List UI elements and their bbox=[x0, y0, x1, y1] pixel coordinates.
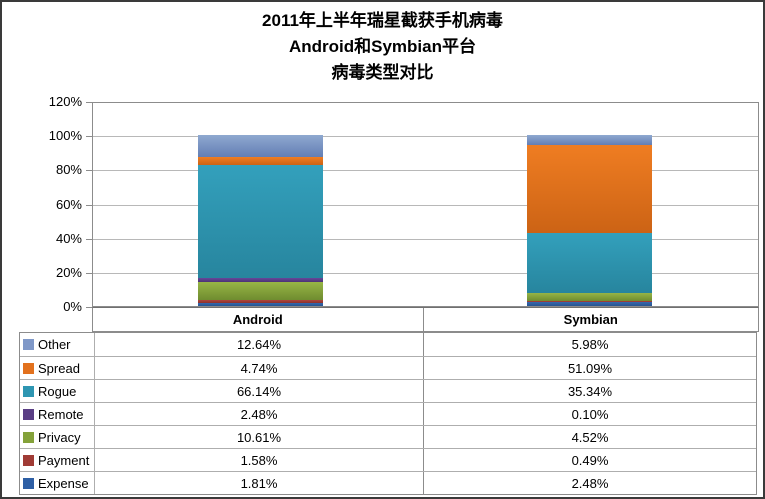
bar-android-segment-rogue bbox=[198, 164, 323, 278]
legend-swatch-payment bbox=[23, 454, 34, 466]
value-cell-android-rogue: 66.14% bbox=[95, 380, 424, 402]
legend-label: Payment bbox=[38, 452, 90, 468]
bar-android-segment-privacy bbox=[198, 282, 323, 301]
legend-swatch-spread bbox=[23, 362, 34, 374]
y-axis-tick bbox=[86, 204, 92, 206]
bar-symbian bbox=[527, 135, 652, 306]
value-cell-symbian-remote: 0.10% bbox=[571, 406, 609, 422]
legend-cell-privacy: Privacy bbox=[20, 426, 95, 448]
value-cell-android-privacy: 10.61% bbox=[95, 426, 424, 448]
bar-android-segment-other bbox=[198, 135, 323, 157]
gridline bbox=[93, 170, 758, 171]
category-axis: Android Symbian bbox=[92, 307, 759, 332]
value-cell-symbian-privacy: 4.52% bbox=[571, 429, 609, 445]
value-cell-android-expense: 1.81% bbox=[95, 472, 424, 494]
value-cell-symbian-rogue: 35.34% bbox=[567, 383, 613, 399]
bar-symbian-segment-other bbox=[527, 135, 652, 146]
legend-swatch-expense bbox=[23, 477, 34, 489]
bar-android-segment-spread bbox=[198, 156, 323, 165]
bar-symbian-segment-privacy bbox=[527, 293, 652, 301]
y-axis-tick bbox=[86, 272, 92, 274]
value-cell-symbian-expense: 2.48% bbox=[571, 475, 609, 491]
table-row: Rogue 66.14% 35.34% bbox=[20, 379, 756, 402]
legend-swatch-other bbox=[23, 339, 34, 350]
bar-android-segment-payment bbox=[198, 300, 323, 303]
y-axis-tick bbox=[86, 170, 92, 172]
y-axis-label: 60% bbox=[55, 196, 82, 212]
gridline bbox=[93, 273, 758, 274]
legend-label: Remote bbox=[38, 406, 84, 422]
table-row: Other 12.64% 5.98% bbox=[20, 333, 756, 356]
y-axis-tick bbox=[86, 307, 92, 308]
y-axis-tick bbox=[86, 102, 92, 103]
gridline bbox=[93, 239, 758, 240]
y-axis-label: 100% bbox=[48, 128, 82, 144]
bar-symbian-segment-rogue bbox=[527, 232, 652, 293]
bar-symbian-segment-payment bbox=[527, 300, 652, 302]
legend-cell-rogue: Rogue bbox=[20, 380, 95, 402]
gridline bbox=[93, 205, 758, 206]
category-label-symbian: Symbian bbox=[422, 308, 759, 331]
chart-title-line3: 病毒类型对比 bbox=[331, 63, 434, 82]
table-row: Payment 1.58% 0.49% bbox=[20, 448, 756, 471]
gridline bbox=[93, 136, 758, 137]
legend-label: Spread bbox=[38, 360, 80, 376]
legend-cell-remote: Remote bbox=[20, 403, 95, 425]
legend-table: Other 12.64% 5.98% Spread 4.74% 51.09% Rogue 66… bbox=[19, 332, 757, 495]
bar-android-segment-expense bbox=[198, 302, 323, 306]
value-cell-android-spread: 4.74% bbox=[95, 357, 424, 379]
table-row: Privacy 10.61% 4.52% bbox=[20, 425, 756, 448]
plot-area bbox=[92, 102, 759, 307]
value-cell-android-other: 12.64% bbox=[95, 333, 424, 356]
legend-label: Rogue bbox=[38, 383, 77, 399]
y-axis-label: 120% bbox=[48, 94, 82, 109]
legend-swatch-remote bbox=[23, 408, 34, 420]
table-row: Remote 2.48% 0.10% bbox=[20, 402, 756, 425]
bar-android-segment-remote bbox=[198, 277, 323, 283]
y-axis-label: 40% bbox=[55, 230, 82, 246]
legend-cell-expense: Expense bbox=[20, 472, 95, 494]
legend-label: Privacy bbox=[38, 429, 81, 445]
legend-swatch-rogue bbox=[23, 385, 34, 397]
legend-cell-spread: Spread bbox=[20, 357, 95, 379]
value-cell-symbian-other: 5.98% bbox=[571, 337, 609, 352]
y-axis-label: 20% bbox=[55, 264, 82, 280]
bar-android bbox=[198, 135, 323, 306]
legend-label: Expense bbox=[38, 475, 89, 491]
value-cell-android-remote: 2.48% bbox=[95, 403, 424, 425]
y-axis-label: 80% bbox=[55, 162, 82, 178]
legend-cell-payment: Payment bbox=[20, 449, 95, 471]
chart-title: 2011年上半年瑞星截获手机病毒 Android和Symbian平台 病毒类型对… bbox=[2, 8, 763, 86]
y-axis-tick bbox=[86, 136, 92, 138]
bar-symbian-segment-spread bbox=[527, 145, 652, 233]
legend-cell-other: Other bbox=[20, 333, 95, 356]
value-cell-android-payment: 1.58% bbox=[95, 449, 424, 471]
y-axis-tick bbox=[86, 238, 92, 240]
chart-title-line1: 2011年上半年瑞星截获手机病毒 bbox=[262, 11, 503, 30]
y-axis-label: 0% bbox=[63, 299, 82, 314]
table-row: Spread 4.74% 51.09% bbox=[20, 356, 756, 379]
value-cell-symbian-spread: 51.09% bbox=[567, 360, 613, 376]
bar-symbian-segment-expense bbox=[527, 301, 652, 306]
legend-swatch-privacy bbox=[23, 431, 34, 443]
table-row: Expense 1.81% 2.48% bbox=[20, 471, 756, 494]
chart-title-line2: Android和Symbian平台 bbox=[288, 37, 476, 56]
legend-label: Other bbox=[38, 337, 71, 352]
value-cell-symbian-payment: 0.49% bbox=[571, 452, 609, 468]
category-label-android: Android bbox=[232, 312, 283, 327]
